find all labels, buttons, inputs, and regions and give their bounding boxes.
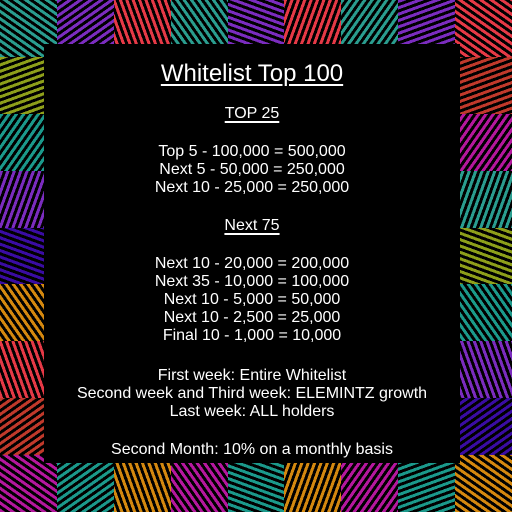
allocation-line: Next 5 - 50,000 = 250,000 [159, 161, 345, 178]
border-tile [455, 113, 512, 171]
border-tile [455, 227, 512, 285]
allocation-line: Next 10 - 20,000 = 200,000 [154, 255, 350, 272]
border-tile [455, 398, 512, 456]
border-tile [284, 455, 342, 512]
border-tile [455, 0, 512, 57]
border-tile [113, 455, 171, 512]
border-tile [0, 455, 57, 512]
border-tile [455, 56, 512, 114]
content-panel: Whitelist Top 100 TOP 25 Top 5 - 100,000… [44, 44, 460, 463]
border-tile [0, 0, 57, 57]
section-heading-top-25: TOP 25 [224, 105, 280, 122]
border-tile [455, 170, 512, 228]
border-tile [398, 455, 456, 512]
section-heading-next-75: Next 75 [224, 217, 280, 234]
allocation-line: Next 35 - 10,000 = 100,000 [154, 273, 350, 290]
border-tile [227, 455, 285, 512]
allocation-line: Top 5 - 100,000 = 500,000 [158, 143, 346, 160]
border-tile [455, 455, 512, 512]
border-tile [455, 284, 512, 342]
page-title: Whitelist Top 100 [160, 60, 344, 87]
allocation-line: Next 10 - 2,500 = 25,000 [163, 309, 341, 326]
allocation-line: Next 10 - 5,000 = 50,000 [163, 291, 341, 308]
schedule-line: Last week: ALL holders [169, 403, 335, 420]
border-tile [341, 455, 399, 512]
schedule-line: Second week and Third week: ELEMINTZ gro… [76, 385, 428, 402]
border-tile [170, 455, 228, 512]
second-month-note: Second Month: 10% on a monthly basis [111, 441, 393, 458]
schedule-line: First week: Entire Whitelist [157, 367, 347, 384]
border-tile [56, 455, 114, 512]
allocation-line: Final 10 - 1,000 = 10,000 [162, 327, 342, 344]
border-tile [455, 341, 512, 399]
allocation-line: Next 10 - 25,000 = 250,000 [154, 179, 350, 196]
